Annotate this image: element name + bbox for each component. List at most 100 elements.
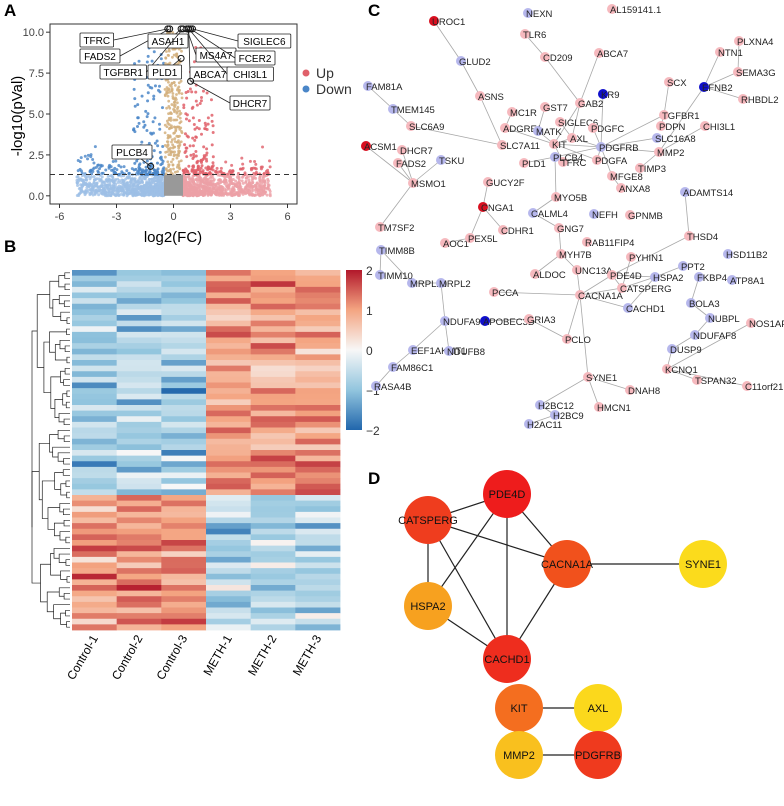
volcano-y-label: -log10(pVal)	[9, 76, 26, 157]
network-node-dot	[664, 77, 674, 87]
volcano-point	[198, 189, 202, 193]
volcano-point	[159, 57, 163, 61]
volcano-point	[116, 180, 120, 184]
volcano-point	[95, 181, 99, 185]
heatmap-cell	[161, 478, 207, 485]
volcano-point	[176, 105, 180, 109]
heatmap-cell	[250, 270, 296, 277]
dendrogram-branch	[66, 328, 70, 336]
network-node: TMEM145	[388, 104, 435, 116]
volcano-point	[253, 193, 257, 197]
heatmap-cell	[116, 281, 162, 288]
network-node: HMCN1	[594, 402, 631, 414]
volcano-point	[171, 31, 175, 34]
network-edge	[380, 249, 413, 284]
volcano-point	[253, 160, 257, 164]
heatmap-cell	[250, 455, 296, 462]
network-node: GUCY2F	[483, 177, 525, 189]
volcano-point	[86, 157, 90, 161]
volcano-point	[139, 188, 143, 192]
volcano-point	[172, 81, 176, 84]
heatmap-cell	[206, 528, 252, 535]
volcano-point	[130, 177, 134, 181]
heatmap-cell	[161, 596, 207, 603]
volcano-point	[164, 150, 168, 154]
volcano-point	[165, 91, 169, 95]
volcano-point	[247, 178, 251, 182]
volcano-point	[211, 185, 215, 189]
volcano-point	[177, 160, 181, 164]
volcano-point	[152, 50, 156, 54]
network-node-dot	[572, 265, 582, 275]
heatmap-cell	[116, 275, 162, 282]
heatmap-cell	[250, 511, 296, 518]
volcano-point	[146, 54, 150, 58]
network-node-dot	[388, 362, 398, 372]
heatmap-cell	[161, 292, 207, 299]
network-node-dot	[575, 98, 585, 108]
network-node-dot	[524, 314, 534, 324]
network-node: FAM81A	[363, 81, 403, 93]
network-node-label: GUCY2F	[486, 178, 525, 189]
heatmap-cell	[161, 568, 207, 575]
heatmap-cell	[295, 421, 341, 428]
volcano-point	[153, 183, 157, 187]
hub-node-circle	[495, 684, 543, 732]
volcano-point	[208, 191, 212, 195]
dendrogram-branch	[52, 299, 61, 317]
volcano-point	[80, 178, 84, 182]
volcano-point	[145, 129, 149, 133]
heatmap-cell	[206, 427, 252, 434]
volcano-point	[198, 169, 202, 173]
heatmap-cell	[250, 331, 296, 338]
volcano-point	[144, 165, 148, 169]
volcano-point	[89, 187, 93, 191]
network-node-label: UROC1	[432, 17, 465, 28]
volcano-point	[168, 149, 172, 153]
volcano-point	[254, 162, 258, 166]
heatmap-cell	[161, 343, 207, 350]
hub-node-label: CACHD1	[484, 654, 529, 666]
heatmap-cell	[206, 596, 252, 603]
volcano-point	[237, 181, 241, 185]
heatmap-cell	[116, 438, 162, 445]
network-node: PEX5L	[465, 233, 498, 245]
volcano-point	[182, 106, 186, 110]
heatmap-cell	[161, 506, 207, 513]
volcano-point	[145, 172, 149, 176]
row-dendrogram	[31, 272, 70, 628]
volcano-point	[192, 60, 196, 64]
network-node-label: ANXA8	[619, 184, 650, 195]
volcano-point	[91, 170, 95, 174]
volcano-point	[192, 122, 196, 126]
volcano-point	[153, 188, 157, 192]
hub-edge	[427, 519, 568, 565]
volcano-point	[204, 188, 208, 192]
network-node: C11orf21	[742, 381, 783, 393]
gene-label: DHCR7	[233, 99, 268, 110]
heatmap-cell	[206, 618, 252, 625]
volcano-point	[244, 191, 248, 195]
heatmap-cell	[295, 568, 341, 575]
volcano-point	[82, 190, 86, 194]
gene-marker	[185, 25, 193, 33]
network-edge	[528, 318, 568, 340]
volcano-point	[178, 167, 182, 171]
volcano-point	[122, 190, 126, 194]
heatmap-cell	[116, 562, 162, 569]
volcano-point	[177, 152, 181, 155]
x-tick-label: 6	[284, 211, 290, 223]
heatmap-cell	[72, 393, 118, 400]
heatmap-cell	[161, 483, 207, 490]
volcano-point	[147, 193, 151, 197]
hub-node-circle	[483, 635, 531, 683]
volcano-point	[113, 193, 117, 197]
volcano-point	[203, 121, 207, 125]
volcano-point	[132, 87, 136, 91]
volcano-point	[268, 165, 272, 169]
dendrogram-branch	[64, 283, 70, 291]
heatmap-cell	[295, 483, 341, 490]
network-node-label: PCLO	[565, 335, 591, 346]
volcano-point	[149, 131, 153, 135]
volcano-point	[173, 170, 177, 174]
